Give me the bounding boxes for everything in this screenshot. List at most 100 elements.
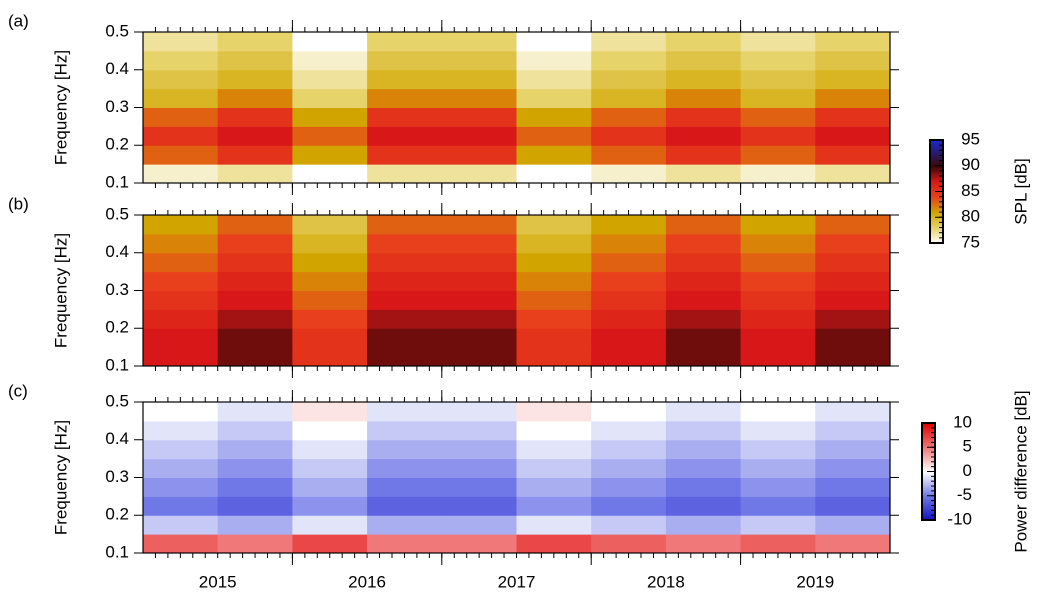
heatmap-cell: [143, 477, 219, 497]
colorbar-swatch: [930, 160, 943, 163]
x-tick-label: 2016: [348, 572, 386, 591]
colorbar-swatch: [930, 236, 943, 239]
colorbar-tick-label: 10: [953, 412, 972, 431]
heatmap-cell: [367, 145, 443, 165]
heatmap-cell: [591, 515, 667, 535]
heatmap-cell: [292, 458, 368, 478]
heatmap-cell: [516, 402, 592, 422]
heatmap-cell: [441, 420, 517, 441]
x-tick-label: 2015: [199, 572, 237, 591]
heatmap-cell: [665, 534, 742, 554]
colorbar-swatch: [930, 179, 943, 182]
colorbar-swatch: [930, 170, 943, 174]
colorbar-swatch: [930, 212, 943, 215]
heatmap-cell: [441, 347, 517, 367]
heatmap-cell: [217, 252, 293, 273]
colorbar-swatch: [930, 157, 943, 160]
heatmap-cell: [591, 69, 667, 90]
y-tick-label: 0.1: [105, 172, 129, 191]
heatmap-cell: [367, 477, 443, 497]
panel-label: (c): [8, 381, 28, 400]
heatmap-cell: [740, 233, 816, 254]
colorbar-swatch: [930, 234, 943, 237]
heatmap-cell: [217, 534, 293, 554]
heatmap-cell: [143, 252, 219, 273]
heatmap-cell: [367, 107, 443, 127]
colorbar-swatch: [922, 427, 935, 430]
y-tick-label: 0.4: [105, 429, 129, 448]
heatmap-cell: [217, 290, 293, 310]
heatmap-cell: [292, 439, 368, 460]
heatmap-cell: [292, 290, 368, 310]
heatmap-cell: [367, 252, 443, 273]
heatmap-cell: [441, 107, 517, 127]
heatmap-cell: [217, 69, 293, 90]
heatmap-cell: [591, 290, 667, 310]
heatmap-cell: [217, 439, 293, 460]
heatmap-cell: [516, 458, 592, 478]
heatmap-cell: [217, 32, 293, 52]
colorbar-swatch: [922, 489, 935, 492]
colorbar-swatch: [930, 227, 943, 230]
heatmap-cell: [441, 88, 517, 108]
heatmap-cell: [441, 402, 517, 422]
heatmap-cell: [591, 534, 667, 554]
colorbar-swatch: [922, 426, 935, 429]
heatmap-cell: [591, 347, 667, 367]
heatmap-cell: [740, 32, 816, 52]
colorbar-swatch: [930, 174, 943, 177]
heatmap-cell: [740, 515, 816, 535]
y-tick-label: 0.5: [105, 391, 129, 410]
colorbar-swatch: [930, 155, 943, 158]
heatmap-cell: [143, 328, 219, 348]
panel: 2015 2016 2017 2018 2019 0.1 0.2 0.3 0.4 0.5 (c) Fr…: [8, 381, 1030, 591]
heatmap-cell: [367, 439, 443, 460]
heatmap-cell: [815, 32, 891, 52]
heatmap-cell: [516, 107, 592, 127]
heatmap-cell: [441, 271, 517, 291]
heatmap-cell: [217, 50, 293, 71]
y-tick-label: 0.3: [105, 467, 129, 486]
heatmap-cell: [292, 328, 368, 348]
heatmap-cell: [217, 309, 293, 329]
heatmap-cell: [591, 32, 667, 52]
heatmap-cell: [292, 88, 368, 108]
colorbar-swatch: [922, 511, 935, 515]
y-tick-label: 0.2: [105, 318, 129, 337]
heatmap-cell: [367, 347, 443, 367]
heatmap-cell: [367, 88, 443, 108]
colorbar-swatch: [922, 481, 935, 484]
heatmap-cell: [740, 107, 816, 127]
colorbar-swatch: [930, 184, 943, 187]
colorbar-swatch: [922, 505, 935, 508]
heatmap-cell: [441, 233, 517, 254]
heatmap-cell: [665, 515, 742, 535]
heatmap-cell: [740, 439, 816, 460]
heatmap-cell: [292, 50, 368, 71]
colorbar-swatch: [922, 439, 935, 442]
colorbar-swatch: [930, 191, 943, 194]
y-tick-label: 0.1: [105, 542, 129, 561]
heatmap-cell: [217, 145, 293, 165]
colorbar-swatch: [922, 435, 935, 439]
heatmap-cell: [217, 402, 293, 422]
heatmap-cell: [665, 458, 742, 478]
x-tick-label: 2019: [796, 572, 834, 591]
colorbar-swatch: [930, 153, 943, 156]
heatmap-cell: [143, 233, 219, 254]
heatmap-cell: [143, 290, 219, 310]
heatmap-cell: [591, 420, 667, 441]
heatmap-cell: [143, 107, 219, 127]
heatmap-cell: [441, 32, 517, 52]
heatmap-cell: [815, 69, 891, 90]
heatmap-cell: [591, 50, 667, 71]
colorbar-swatch: [922, 500, 935, 503]
colorbar-tick-label: 90: [961, 155, 980, 174]
heatmap-cell: [516, 69, 592, 90]
y-tick-label: 0.4: [105, 242, 129, 261]
heatmap-cell: [367, 32, 443, 52]
heatmap-cell: [740, 69, 816, 90]
heatmap-cell: [740, 145, 816, 165]
heatmap-cell: [217, 328, 293, 348]
colorbar-swatch: [930, 164, 943, 167]
